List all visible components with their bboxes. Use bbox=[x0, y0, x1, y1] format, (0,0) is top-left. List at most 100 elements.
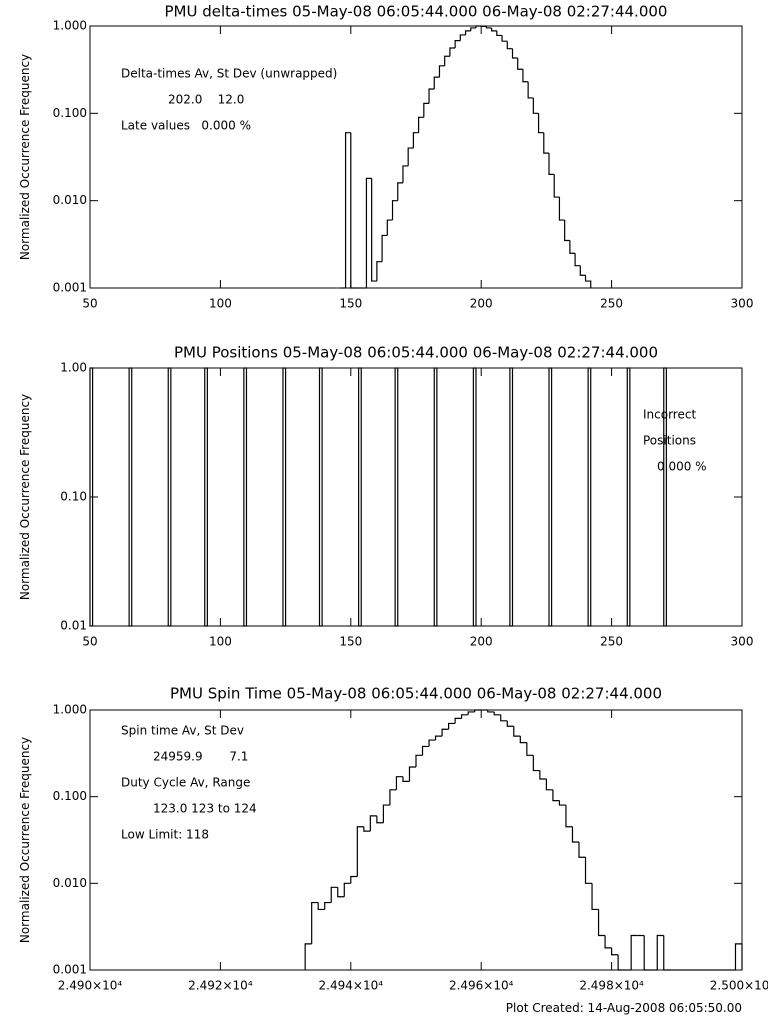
histogram-step bbox=[415, 754, 423, 767]
histogram-step bbox=[501, 35, 508, 42]
histogram-step bbox=[506, 41, 513, 50]
histogram-step bbox=[464, 30, 471, 35]
histogram-step bbox=[350, 132, 357, 289]
histogram-step bbox=[412, 132, 419, 149]
x-tick-label: 300 bbox=[731, 297, 754, 311]
bar bbox=[318, 367, 323, 627]
histogram-step bbox=[304, 943, 312, 970]
histogram-step bbox=[617, 954, 625, 971]
histogram-step bbox=[428, 739, 436, 747]
histogram-step bbox=[522, 69, 529, 83]
histogram-step bbox=[434, 735, 443, 741]
x-tick-label: 100 bbox=[209, 297, 232, 311]
x-tick-label: 50 bbox=[82, 635, 97, 649]
histogram-step bbox=[591, 883, 599, 911]
histogram-step bbox=[558, 197, 565, 221]
x-tick-label: 2.500×10⁴ bbox=[710, 979, 768, 993]
histogram-step bbox=[611, 947, 619, 956]
histogram-step bbox=[330, 886, 338, 903]
x-tick-label: 150 bbox=[339, 297, 362, 311]
histogram-step bbox=[578, 841, 586, 858]
histogram-step bbox=[569, 240, 576, 254]
histogram-step bbox=[402, 165, 409, 183]
histogram-step bbox=[474, 709, 482, 712]
y-tick-label: 0.010 bbox=[53, 876, 87, 890]
x-tick-label: 200 bbox=[470, 297, 493, 311]
histogram-step bbox=[643, 935, 651, 971]
y-tick-label: 0.010 bbox=[53, 193, 87, 207]
histogram-step bbox=[506, 720, 514, 727]
y-axis-label: Normalized Occurrence Frequency bbox=[18, 737, 32, 943]
histogram-step bbox=[539, 770, 547, 780]
histogram-step bbox=[337, 887, 345, 898]
annotation: 202.0 12.0 bbox=[168, 93, 244, 107]
histogram-step bbox=[382, 804, 390, 823]
histogram-step bbox=[537, 113, 544, 134]
histogram-step bbox=[584, 275, 592, 288]
histogram-step bbox=[558, 800, 566, 806]
x-tick-label: 100 bbox=[209, 635, 232, 649]
histogram-step bbox=[734, 943, 743, 970]
histogram-step bbox=[408, 766, 416, 782]
x-tick-label: 200 bbox=[470, 635, 493, 649]
histogram-step bbox=[496, 30, 503, 37]
y-tick-label: 1.000 bbox=[53, 19, 87, 33]
histogram-step bbox=[433, 76, 440, 89]
histogram-step bbox=[532, 755, 540, 772]
bar bbox=[243, 367, 248, 627]
x-tick-label: 2.496×10⁴ bbox=[449, 979, 514, 993]
bar bbox=[128, 367, 133, 627]
histogram-step bbox=[438, 65, 445, 78]
annotation: Late values 0.000 % bbox=[121, 119, 251, 133]
annotation: Duty Cycle Av, Range bbox=[121, 776, 250, 790]
bar bbox=[167, 367, 172, 627]
histogram-step bbox=[519, 736, 527, 744]
histogram-step bbox=[574, 253, 581, 267]
bar bbox=[433, 367, 438, 627]
histogram-step bbox=[407, 147, 414, 166]
bar bbox=[663, 367, 667, 627]
chart-title: PMU Spin Time 05-May-08 06:05:44.000 06-… bbox=[170, 685, 662, 703]
y-tick-label: 0.001 bbox=[53, 963, 87, 977]
bar bbox=[626, 367, 631, 627]
histogram-step bbox=[630, 934, 638, 970]
histogram-step bbox=[579, 265, 586, 276]
annotation: Incorrect bbox=[643, 408, 696, 422]
x-tick-label: 150 bbox=[339, 635, 362, 649]
bar bbox=[548, 367, 553, 627]
histogram-step bbox=[391, 200, 398, 221]
histogram-step bbox=[371, 178, 377, 282]
bar bbox=[358, 367, 362, 627]
bar bbox=[472, 367, 477, 627]
chart-title: PMU delta-times 05-May-08 06:05:44.000 0… bbox=[165, 3, 668, 21]
histogram-step bbox=[324, 901, 332, 910]
histogram-step bbox=[397, 182, 403, 201]
histogram-step bbox=[454, 717, 462, 724]
histogram-step bbox=[511, 48, 518, 59]
histogram-step bbox=[517, 58, 523, 70]
histogram-step bbox=[356, 826, 364, 877]
footer: Plot Created: 14-Aug-2008 06:05:50.00 bbox=[506, 1001, 742, 1015]
annotation: 24959.9 7.1 bbox=[153, 750, 248, 764]
x-tick-label: 250 bbox=[600, 635, 623, 649]
histogram-step bbox=[552, 789, 560, 802]
histogram-step bbox=[500, 714, 508, 722]
bar bbox=[282, 367, 287, 627]
histogram-step bbox=[454, 40, 461, 48]
histogram-step bbox=[663, 935, 671, 971]
x-tick-label: 2.498×10⁴ bbox=[579, 979, 644, 993]
histogram-step bbox=[513, 726, 521, 737]
y-tick-label: 1.000 bbox=[53, 703, 87, 717]
histogram-step bbox=[363, 826, 371, 832]
histogram-step bbox=[389, 789, 397, 806]
annotation: Low Limit: 118 bbox=[121, 828, 209, 842]
histogram-step bbox=[395, 776, 403, 790]
y-tick-label: 0.100 bbox=[53, 789, 87, 803]
histogram-step bbox=[311, 901, 319, 944]
histogram-step bbox=[532, 97, 539, 114]
x-tick-label: 2.492×10⁴ bbox=[188, 979, 253, 993]
x-tick-label: 50 bbox=[82, 297, 97, 311]
histogram-step bbox=[376, 261, 383, 282]
